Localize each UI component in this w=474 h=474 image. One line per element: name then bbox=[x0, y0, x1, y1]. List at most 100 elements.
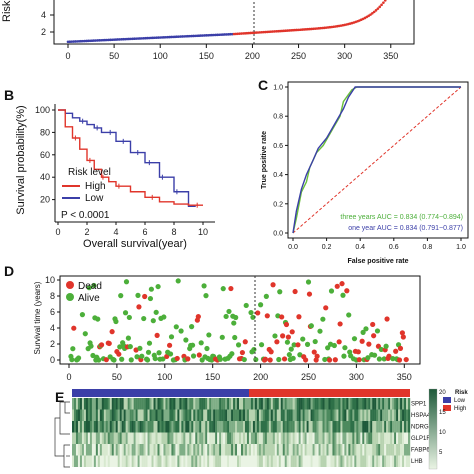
heatmap-cell bbox=[209, 421, 212, 433]
heatmap-cell bbox=[239, 432, 242, 444]
heatmap-cell bbox=[83, 409, 87, 421]
alive-point bbox=[286, 352, 292, 358]
heatmap-cell bbox=[73, 432, 77, 444]
heatmap-cell bbox=[376, 421, 379, 433]
heatmap-cell bbox=[151, 455, 154, 467]
alive-point bbox=[235, 342, 242, 348]
heatmap-cell bbox=[221, 421, 224, 433]
heatmap-cell bbox=[85, 409, 89, 421]
heatmap-cell bbox=[278, 398, 281, 410]
heatmap-cell bbox=[121, 444, 124, 456]
heatmap-cell bbox=[169, 455, 172, 467]
heatmap-cell bbox=[75, 444, 79, 456]
heatmap-cell bbox=[336, 444, 339, 456]
heatmap-cell bbox=[326, 398, 329, 410]
heatmap-cell bbox=[310, 455, 313, 467]
heatmap-cell bbox=[314, 398, 317, 410]
risk-point bbox=[114, 38, 118, 41]
heatmap-cell bbox=[348, 409, 351, 421]
heatmap-cell bbox=[244, 455, 248, 467]
heatmap-cell bbox=[390, 432, 393, 444]
heatmap-cell bbox=[288, 398, 291, 410]
risk-point bbox=[116, 38, 120, 41]
heatmap-cell bbox=[386, 455, 389, 467]
heatmap-cell bbox=[344, 421, 347, 433]
risk-point bbox=[245, 31, 249, 35]
heatmap-cell bbox=[328, 455, 331, 467]
heatmap-cell bbox=[260, 421, 264, 433]
heatmap-cell bbox=[179, 432, 182, 444]
dead-point bbox=[344, 288, 350, 294]
heatmap-cell bbox=[129, 432, 132, 444]
heatmap-cell bbox=[270, 444, 274, 456]
heatmap-cell bbox=[396, 421, 399, 433]
risk-point bbox=[88, 39, 92, 43]
heatmap-cell bbox=[342, 455, 345, 467]
heatmap-cell bbox=[219, 398, 222, 410]
heatmap-cell bbox=[254, 444, 258, 456]
heatmap-cell bbox=[308, 432, 311, 444]
heatmap-cell bbox=[394, 421, 397, 433]
dead-point bbox=[397, 345, 404, 351]
dead-point bbox=[366, 341, 372, 347]
risk-point bbox=[210, 33, 214, 37]
heatmap-cell bbox=[392, 421, 395, 433]
d-xtick-label: 300 bbox=[349, 372, 364, 382]
alive-point bbox=[276, 356, 282, 363]
heatmap-cell bbox=[328, 432, 331, 444]
heatmap-cell bbox=[213, 444, 216, 456]
heatmap-cell bbox=[141, 444, 144, 456]
heatmap-cell bbox=[292, 421, 295, 433]
heatmap-cell bbox=[85, 455, 89, 467]
heatmap-cell bbox=[290, 398, 293, 410]
heatmap-cell bbox=[115, 444, 118, 456]
risk-point bbox=[271, 30, 275, 33]
risk-point bbox=[127, 37, 131, 41]
heatmap-cell bbox=[159, 421, 162, 433]
heatmap-cell bbox=[342, 421, 345, 433]
alive-point bbox=[178, 328, 184, 334]
heatmap-cell bbox=[264, 455, 268, 467]
heatmap-cell bbox=[382, 398, 385, 410]
heatmap-cell bbox=[292, 398, 295, 410]
km-legend-title: Risk level bbox=[68, 167, 111, 178]
heatmap-cell bbox=[390, 409, 393, 421]
heatmap-cell bbox=[324, 444, 327, 456]
heatmap-cell bbox=[203, 444, 206, 456]
heatmap-cell bbox=[211, 432, 214, 444]
heatmap-cell bbox=[364, 444, 367, 456]
heatmap-cell bbox=[221, 455, 224, 467]
risk-point bbox=[142, 36, 145, 40]
heatmap-cell bbox=[378, 421, 381, 433]
heatmap-cell bbox=[306, 421, 309, 433]
panel-e: E SPP1 HSPA4 NDRG1 GLP1R FABP6 LHB Risk Low H… bbox=[54, 388, 468, 470]
heatmap-cell bbox=[101, 409, 105, 421]
heatmap-cell bbox=[111, 444, 114, 456]
heatmap-cell bbox=[165, 398, 168, 410]
heatmap-cell bbox=[93, 398, 97, 410]
heatmap-cell bbox=[330, 432, 333, 444]
heatmap-cell bbox=[191, 409, 194, 421]
heatmap-cell bbox=[143, 444, 146, 456]
alive-point bbox=[148, 286, 154, 292]
heatmap-cell bbox=[280, 421, 283, 433]
heatmap-cell bbox=[326, 409, 329, 421]
heatmap-cell bbox=[312, 432, 315, 444]
heatmap-cell bbox=[127, 409, 130, 421]
heatmap-cell bbox=[362, 444, 365, 456]
risk-point bbox=[217, 33, 221, 37]
alive-point bbox=[250, 314, 256, 320]
heatmap-cell bbox=[294, 421, 297, 433]
risk-point bbox=[282, 29, 286, 33]
heatmap-cell bbox=[314, 421, 317, 433]
risk-point bbox=[275, 30, 278, 33]
heatmap-cell bbox=[161, 444, 164, 456]
heatmap-cell bbox=[382, 409, 385, 421]
alive-point bbox=[342, 345, 348, 351]
risk-point bbox=[192, 34, 195, 38]
heatmap-cell bbox=[306, 432, 309, 444]
alive-point bbox=[376, 356, 382, 362]
heatmap-cell bbox=[398, 432, 401, 444]
alive-point bbox=[304, 341, 311, 347]
heatmap-cell bbox=[77, 398, 81, 410]
